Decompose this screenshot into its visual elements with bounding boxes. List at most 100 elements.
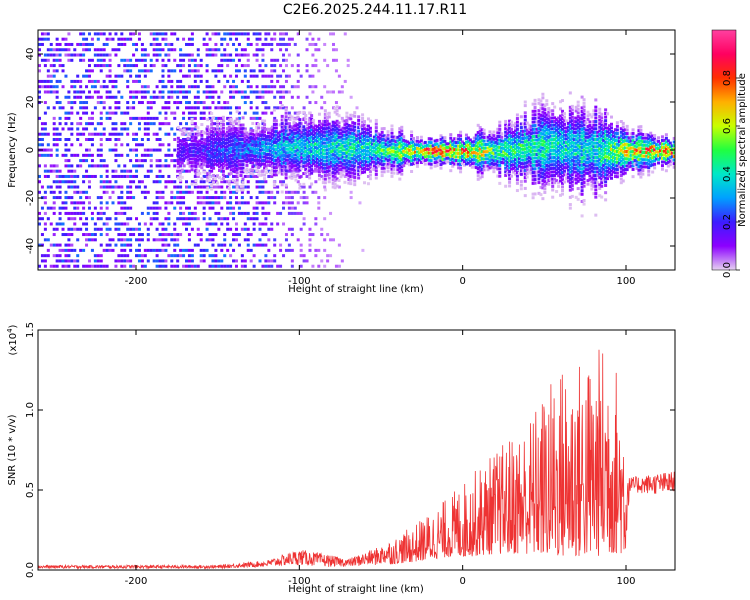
heatmap-cell	[76, 185, 80, 189]
heatmap-cell	[126, 243, 130, 247]
heatmap-cell	[196, 133, 200, 137]
heatmap-cell	[217, 201, 221, 205]
heatmap-cell	[372, 149, 376, 153]
heatmap-cell	[439, 159, 443, 163]
heatmap-cell	[43, 169, 47, 173]
heatmap-cell	[170, 190, 174, 194]
heatmap-cell	[443, 154, 447, 158]
heatmap-cell	[321, 181, 325, 185]
heatmap-cell	[40, 206, 44, 210]
heatmap-cell	[412, 144, 416, 148]
heatmap-cell	[52, 243, 56, 247]
heatmap-cell	[247, 147, 251, 151]
heatmap-cell	[392, 135, 396, 139]
heatmap-cell	[87, 264, 91, 268]
heatmap-cell	[208, 159, 212, 163]
heatmap-cell	[306, 123, 310, 127]
heatmap-cell	[120, 37, 124, 41]
heatmap-cell	[258, 116, 262, 120]
heatmap-cell	[234, 85, 238, 89]
heatmap-cell	[247, 136, 251, 140]
heatmap-cell	[190, 150, 194, 154]
heatmap-cell	[173, 132, 177, 136]
heatmap-cell	[82, 106, 86, 110]
heatmap-cell	[366, 124, 370, 128]
heatmap-cell	[55, 153, 59, 157]
heatmap-cell	[190, 139, 194, 143]
heatmap-cell	[363, 134, 367, 138]
heatmap-cell	[284, 196, 288, 200]
heatmap-cell	[335, 126, 339, 130]
heatmap-cell	[126, 169, 130, 173]
heatmap-cell	[202, 254, 206, 258]
heatmap-cell	[182, 222, 186, 226]
heatmap-cell	[255, 129, 259, 133]
heatmap-cell	[208, 238, 212, 242]
heatmap-cell	[170, 79, 174, 83]
heatmap-cell	[306, 170, 310, 174]
heatmap-cell	[292, 139, 296, 143]
heatmap-cell	[319, 151, 323, 155]
heatmap-cell	[223, 74, 227, 78]
heatmap-cell	[108, 196, 112, 200]
heatmap-cell	[123, 127, 127, 131]
heatmap-cell	[523, 104, 527, 108]
heatmap-cell	[211, 53, 215, 57]
heatmap-cell	[135, 79, 139, 83]
heatmap-cell	[258, 227, 262, 231]
heatmap-cell	[325, 116, 329, 120]
heatmap-cell	[152, 206, 156, 210]
heatmap-cell	[280, 147, 284, 151]
heatmap-cell	[331, 135, 335, 139]
heatmap-cell	[200, 130, 204, 134]
heatmap-cell	[366, 117, 370, 121]
heatmap-cell	[164, 264, 168, 268]
heatmap-cell	[38, 37, 41, 41]
heatmap-cell	[243, 227, 247, 231]
heatmap-cell	[439, 134, 443, 138]
heatmap-cell	[286, 165, 290, 169]
heatmap-cell	[390, 124, 394, 128]
heatmap-cell	[486, 153, 490, 157]
heatmap-cell	[551, 170, 555, 174]
heatmap-cell	[384, 143, 388, 147]
heatmap-cell	[73, 185, 77, 189]
heatmap-cell	[208, 53, 212, 57]
heatmap-cell	[196, 53, 200, 57]
heatmap-cell	[557, 170, 561, 174]
heatmap-cell	[511, 159, 515, 163]
heatmap-cell	[302, 128, 306, 132]
heatmap-cell	[261, 158, 265, 162]
heatmap-cell	[263, 148, 267, 152]
heatmap-cell	[320, 174, 324, 178]
heatmap-cell	[513, 143, 517, 147]
heatmap-cell	[214, 90, 218, 94]
heatmap-cell	[143, 148, 147, 152]
heatmap-cell	[49, 79, 53, 83]
heatmap-cell	[196, 185, 200, 189]
heatmap-cell	[292, 153, 296, 157]
heatmap-cell	[237, 143, 241, 147]
heatmap-cell	[296, 159, 300, 163]
heatmap-cell	[55, 264, 59, 268]
heatmap-cell	[208, 111, 212, 115]
heatmap-cell	[220, 259, 224, 263]
heatmap-cell	[155, 159, 159, 163]
heatmap-cell	[288, 139, 292, 143]
heatmap-cell	[419, 157, 423, 161]
heatmap-cell	[114, 32, 118, 36]
heatmap-cell	[290, 162, 294, 166]
heatmap-cell	[126, 111, 130, 115]
heatmap-cell	[521, 129, 525, 133]
heatmap-cell	[500, 160, 504, 164]
heatmap-cell	[494, 151, 498, 155]
heatmap-cell	[317, 173, 321, 177]
heatmap-cell	[117, 74, 121, 78]
heatmap-cell	[515, 171, 519, 175]
heatmap-cell	[315, 161, 319, 165]
heatmap-cell	[445, 153, 449, 157]
heatmap-cell	[164, 243, 168, 247]
heatmap-cell	[474, 148, 478, 152]
heatmap-cell	[241, 155, 245, 159]
heatmap-cell	[241, 159, 245, 163]
